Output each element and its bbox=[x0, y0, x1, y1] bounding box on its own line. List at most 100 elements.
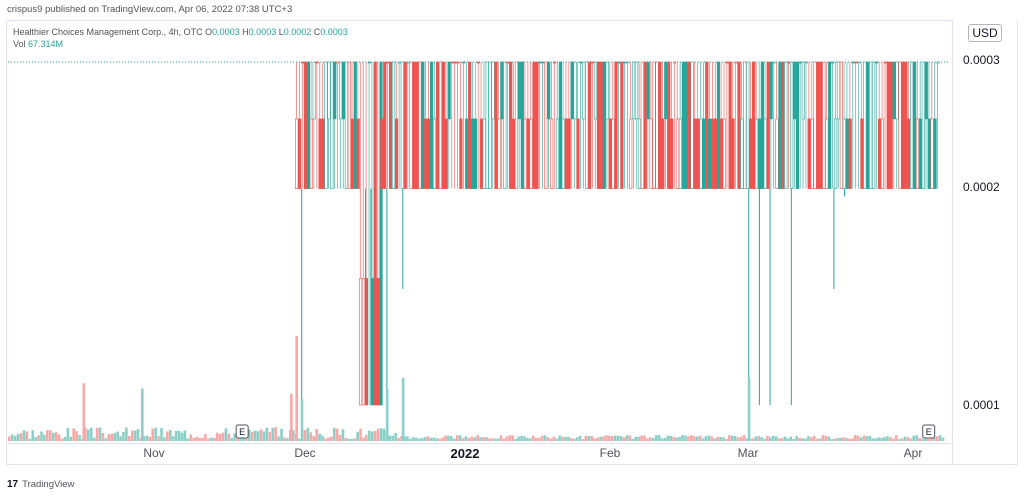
volume-bar bbox=[824, 435, 828, 441]
volume-bar bbox=[593, 438, 597, 441]
volume-bar bbox=[637, 436, 640, 441]
candle-body bbox=[358, 278, 363, 406]
chart-pane[interactable] bbox=[6, 20, 952, 444]
earnings-marker-box[interactable] bbox=[235, 424, 249, 439]
volume-bar bbox=[871, 438, 875, 441]
volume-bar bbox=[291, 430, 295, 441]
earnings-marker-box[interactable] bbox=[922, 424, 936, 439]
candle-body bbox=[810, 118, 814, 189]
volume-bar bbox=[891, 438, 895, 441]
candle-body bbox=[664, 61, 668, 120]
volume-bar bbox=[444, 435, 447, 441]
candle-body bbox=[312, 61, 316, 120]
candle-body bbox=[895, 61, 899, 120]
candle-body bbox=[661, 118, 665, 189]
volume-bar bbox=[248, 429, 251, 441]
earnings-marker-icon[interactable]: E bbox=[922, 424, 936, 439]
volume-bar bbox=[678, 436, 681, 441]
candle-body bbox=[550, 118, 554, 189]
x-tick-label: 2022 bbox=[450, 446, 480, 461]
candle-body bbox=[435, 61, 440, 189]
volume-bar bbox=[499, 435, 503, 441]
price-axis[interactable] bbox=[952, 20, 1018, 465]
candle-body bbox=[924, 61, 928, 120]
volume-bar bbox=[362, 437, 365, 441]
volume-bar bbox=[578, 435, 582, 441]
volume-bar bbox=[157, 436, 160, 441]
candle-body bbox=[552, 61, 557, 64]
earnings-marker-icon[interactable]: E bbox=[235, 424, 249, 439]
volume-bar bbox=[464, 436, 468, 441]
volume-bar bbox=[812, 435, 816, 441]
candle-body bbox=[333, 61, 337, 120]
legend-high-label: H bbox=[242, 27, 249, 37]
candle-body bbox=[593, 61, 598, 120]
volume-bar bbox=[757, 436, 760, 441]
currency-button[interactable]: USD bbox=[968, 24, 1002, 42]
candle-body bbox=[725, 61, 729, 64]
candle-body bbox=[687, 61, 691, 189]
candle-body bbox=[506, 61, 510, 64]
candle-body bbox=[836, 61, 841, 120]
time-axis[interactable] bbox=[6, 444, 953, 465]
brand-text: TradingView bbox=[22, 479, 75, 490]
legend-open-value: 0.0003 bbox=[212, 27, 240, 37]
candle-body bbox=[500, 61, 504, 120]
volume-bar-spike bbox=[295, 336, 298, 441]
volume-bar bbox=[874, 438, 878, 441]
volume-bar bbox=[710, 436, 714, 441]
volume-bar bbox=[848, 438, 851, 441]
volume-bar bbox=[13, 435, 17, 441]
candle-body bbox=[734, 61, 738, 64]
volume-bar bbox=[690, 435, 693, 441]
legend-volume: Vol 67.314M bbox=[13, 39, 63, 49]
candle-body bbox=[690, 61, 694, 189]
legend-ohlc: Healthier Choices Management Corp., 4h, … bbox=[13, 27, 348, 37]
volume-bar bbox=[599, 436, 602, 441]
candle-body bbox=[751, 61, 756, 189]
volume-bar bbox=[777, 438, 781, 441]
volume-bar bbox=[818, 438, 822, 441]
volume-bar bbox=[552, 436, 556, 441]
volume-bar bbox=[769, 437, 772, 441]
candle-body bbox=[631, 61, 636, 120]
volume-bar bbox=[651, 437, 655, 441]
candle-body bbox=[397, 61, 402, 64]
volume-bar bbox=[564, 436, 567, 441]
candle-body bbox=[330, 61, 334, 189]
candle-body bbox=[918, 118, 923, 189]
candle-body bbox=[860, 118, 864, 189]
candle-body bbox=[705, 61, 709, 189]
volume-bar bbox=[587, 435, 591, 441]
candle-body bbox=[851, 61, 855, 64]
volume-bar bbox=[575, 437, 579, 441]
volume-bar bbox=[921, 438, 924, 441]
volume-bar bbox=[687, 436, 690, 441]
volume-bar bbox=[449, 435, 453, 441]
candle-body bbox=[576, 118, 580, 189]
candle-body bbox=[421, 61, 425, 189]
candle-body bbox=[324, 61, 328, 189]
volume-bar bbox=[40, 431, 43, 441]
volume-bar bbox=[930, 436, 933, 441]
candle-body bbox=[749, 118, 753, 189]
volume-bar bbox=[233, 433, 236, 441]
candle-body bbox=[822, 61, 826, 189]
candle-body bbox=[901, 61, 905, 189]
candle-body bbox=[479, 118, 483, 189]
volume-bar bbox=[754, 436, 758, 441]
volume-bar bbox=[221, 432, 225, 441]
volume-bar bbox=[675, 437, 678, 441]
volume-bar bbox=[728, 435, 731, 441]
volume-bar bbox=[938, 435, 942, 441]
volume-bar bbox=[429, 437, 433, 441]
candle-body bbox=[588, 61, 592, 189]
candle-body bbox=[605, 61, 609, 120]
volume-bar bbox=[482, 437, 485, 441]
candle-body bbox=[784, 61, 788, 189]
volume-bar bbox=[69, 436, 73, 441]
x-tick-label: Nov bbox=[143, 446, 165, 460]
volume-bar bbox=[701, 438, 705, 441]
volume-bar bbox=[608, 435, 611, 441]
candle-body bbox=[608, 118, 612, 189]
